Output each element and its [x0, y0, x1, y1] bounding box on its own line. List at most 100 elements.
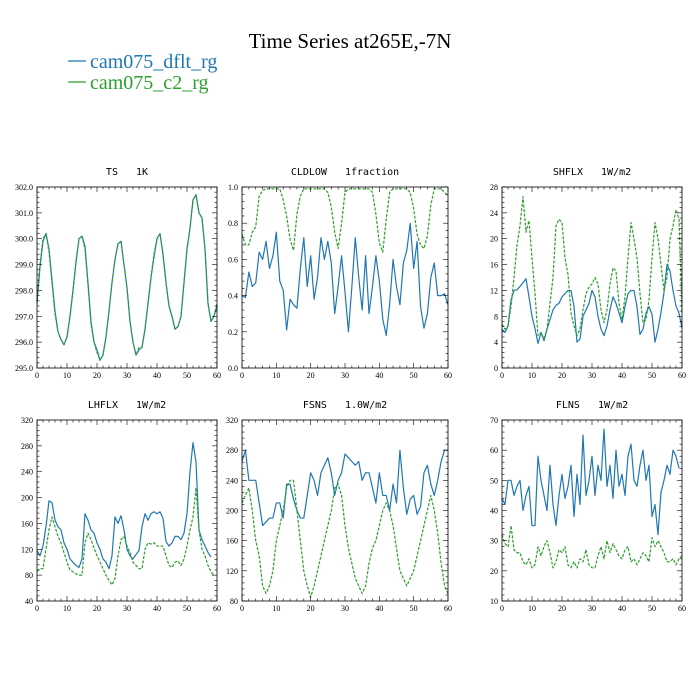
x-tick-label: 40	[375, 604, 383, 613]
y-tick-label: 200	[21, 494, 33, 503]
y-tick-label: 298.0	[15, 286, 33, 295]
panel-title: FLNS 1W/m2	[556, 400, 628, 411]
x-tick-label: 50	[183, 604, 191, 613]
x-tick-label: 0	[35, 604, 39, 613]
y-tick-label: 160	[21, 519, 33, 528]
y-tick-label: 240	[21, 468, 33, 477]
y-tick-label: 320	[21, 416, 33, 425]
x-tick-label: 50	[183, 371, 191, 380]
y-tick-label: 120	[226, 567, 238, 576]
x-tick-label: 10	[272, 371, 280, 380]
plot-frame	[241, 419, 449, 602]
series-line-0	[241, 222, 449, 337]
y-tick-label: 20	[490, 235, 498, 244]
x-tick-label: 40	[618, 604, 626, 613]
x-tick-label: 60	[678, 371, 686, 380]
panel-title: CLDLOW 1fraction	[291, 167, 399, 178]
x-tick-label: 60	[213, 604, 221, 613]
x-tick-label: 50	[410, 371, 418, 380]
x-tick-label: 60	[213, 371, 221, 380]
x-tick-label: 40	[618, 371, 626, 380]
series-line-0	[501, 263, 683, 345]
y-tick-label: 0.8	[228, 219, 238, 228]
y-tick-label: 28	[490, 183, 498, 192]
y-tick-label: 80	[25, 571, 33, 580]
x-tick-label: 40	[153, 604, 161, 613]
y-tick-label: 70	[490, 416, 498, 425]
y-tick-label: 295.0	[15, 364, 33, 373]
x-tick-label: 30	[588, 604, 596, 613]
y-tick-label: 0.4	[228, 292, 238, 301]
series-line-0	[501, 428, 680, 536]
y-tick-label: 80	[230, 597, 238, 606]
x-tick-label: 10	[63, 604, 71, 613]
x-tick-label: 20	[93, 371, 101, 380]
x-tick-label: 10	[528, 371, 536, 380]
y-tick-label: 24	[490, 209, 498, 218]
y-tick-label: 301.0	[15, 209, 33, 218]
x-tick-label: 0	[240, 604, 244, 613]
y-tick-label: 1.0	[228, 183, 238, 192]
x-tick-label: 30	[588, 371, 596, 380]
panel-title: LHFLX 1W/m2	[88, 400, 166, 411]
x-tick-label: 0	[240, 371, 244, 380]
x-tick-label: 20	[307, 604, 315, 613]
y-tick-label: 8	[494, 312, 498, 321]
x-tick-label: 10	[528, 604, 536, 613]
legend-label-dflt: cam075_dflt_rg	[90, 51, 217, 73]
legend: cam075_dflt_rg cam075_c2_rg	[68, 51, 217, 94]
series-line-1	[241, 479, 449, 598]
x-tick-label: 40	[375, 371, 383, 380]
series-line-1	[36, 487, 215, 586]
plot-frame	[36, 186, 218, 369]
x-tick-label: 30	[341, 371, 349, 380]
y-tick-label: 40	[490, 507, 498, 516]
x-tick-label: 0	[500, 604, 504, 613]
figure-title: Time Series at265E,-7N	[249, 29, 452, 53]
y-tick-label: 0	[494, 364, 498, 373]
y-tick-label: 0.0	[228, 364, 238, 373]
series-line-0	[36, 194, 218, 361]
plot-frame	[241, 186, 449, 369]
y-tick-label: 299.0	[15, 261, 33, 270]
x-tick-label: 20	[558, 604, 566, 613]
y-tick-label: 280	[21, 442, 33, 451]
y-tick-label: 4	[494, 338, 498, 347]
x-tick-label: 30	[123, 604, 131, 613]
y-tick-label: 120	[21, 545, 33, 554]
panel-0: TS 1K 0 10 20 30 40 50 60 295.0 296.0 297.0 298.0 29…	[15, 167, 221, 380]
y-tick-label: 302.0	[15, 183, 33, 192]
panel-title: FSNS 1.0W/m2	[303, 400, 387, 411]
panels: TS 1K0 10 20 30 40 50 60295.0296.0297.0298.029…	[15, 167, 686, 613]
x-tick-label: 30	[341, 604, 349, 613]
panel-3: LHFLX 1W/m2 0 10 20 30 40 50 60 40 80 120 160 200 240…	[21, 400, 221, 613]
y-tick-label: 30	[490, 537, 498, 546]
y-tick-label: 240	[226, 476, 238, 485]
x-tick-label: 10	[63, 371, 71, 380]
panel-1: CLDLOW 1fraction 0 10 20 30 40 50 60 0.0 0.2 0.4 0.…	[228, 167, 452, 380]
panel-2: SHFLX 1W/m2 0 10 20 30 40 50 60 0 4 8 12 16 20 24 28	[490, 167, 686, 380]
panel-title: TS 1K	[106, 167, 148, 178]
x-tick-label: 60	[678, 604, 686, 613]
y-tick-label: 296.0	[15, 338, 33, 347]
series-line-0	[36, 442, 212, 570]
y-tick-label: 0.2	[228, 328, 238, 337]
y-tick-label: 50	[490, 476, 498, 485]
x-tick-label: 50	[648, 604, 656, 613]
y-tick-label: 200	[226, 507, 238, 516]
x-tick-label: 40	[153, 371, 161, 380]
x-tick-label: 50	[648, 371, 656, 380]
panel-title: SHFLX 1W/m2	[553, 167, 631, 178]
y-tick-label: 0.6	[228, 255, 238, 264]
y-tick-label: 20	[490, 567, 498, 576]
x-tick-label: 10	[272, 604, 280, 613]
x-tick-label: 20	[558, 371, 566, 380]
y-tick-label: 160	[226, 537, 238, 546]
y-tick-label: 16	[490, 261, 498, 270]
y-tick-label: 320	[226, 416, 238, 425]
y-tick-label: 10	[490, 597, 498, 606]
x-tick-label: 20	[307, 371, 315, 380]
series-line-1	[501, 524, 683, 569]
